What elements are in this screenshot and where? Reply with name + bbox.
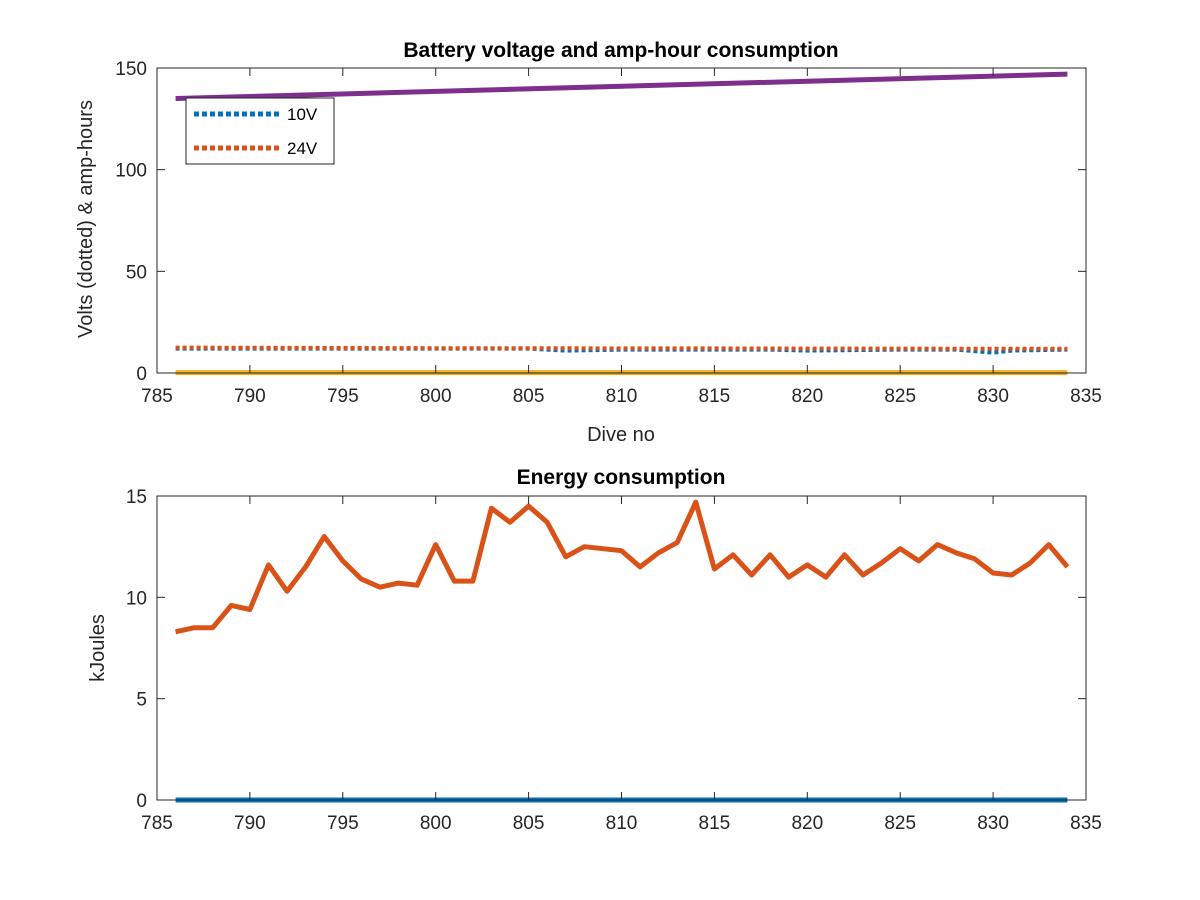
bottom-ytick-label: 10 (126, 588, 147, 609)
bottom-xtick-label: 810 (606, 813, 638, 834)
bottom-xtick-label: 815 (699, 813, 731, 834)
top-xtick-label: 800 (420, 386, 452, 407)
top-xtick-label: 810 (606, 386, 638, 407)
top-xtick-label: 815 (699, 386, 731, 407)
top-chart-title: Battery voltage and amp-hour consumption (403, 39, 838, 62)
bottom-series-0-line (175, 499, 1070, 635)
bottom-ytick-label: 0 (136, 791, 147, 812)
bottom-xtick-label: 790 (234, 813, 266, 834)
top-xtick-label: 830 (977, 386, 1009, 407)
bottom-xtick-label: 820 (791, 813, 823, 834)
legend-label-24v: 24V (287, 139, 318, 158)
top-legend: 10V 24V (185, 97, 335, 165)
legend-label-10v: 10V (287, 105, 318, 124)
bottom-xtick-label: 805 (513, 813, 545, 834)
top-xtick-label: 805 (513, 386, 545, 407)
top-ytick-label: 100 (115, 161, 147, 182)
top-series-24v-line (175, 345, 1068, 351)
top-xtick-label: 835 (1070, 386, 1102, 407)
top-xtick-label: 790 (234, 386, 266, 407)
top-xtick-label: 785 (141, 386, 173, 407)
top-chart-ylabel: Volts (dotted) & amp-hours (75, 100, 97, 338)
top-xtick-label: 825 (884, 386, 916, 407)
bottom-axes-box (156, 495, 1087, 801)
bottom-xtick-label: 830 (977, 813, 1009, 834)
bottom-xtick-label: 795 (327, 813, 359, 834)
top-ytick-label: 150 (115, 59, 147, 80)
bottom-xtick-label: 835 (1070, 813, 1102, 834)
top-xtick-label: 795 (327, 386, 359, 407)
bottom-ytick-label: 15 (126, 487, 147, 508)
bottom-chart-title: Energy consumption (517, 466, 726, 489)
top-ytick-label: 0 (136, 364, 147, 385)
bottom-ytick-label: 5 (136, 690, 147, 711)
bottom-xtick-label: 800 (420, 813, 452, 834)
bottom-xtick-label: 825 (884, 813, 916, 834)
top-chart-xlabel: Dive no (587, 424, 655, 446)
legend-box (185, 97, 335, 165)
chart-marks: 785 790 795 800 805 810 815 820 825 830 8350501001… (115, 59, 1102, 834)
bottom-chart-ylabel: kJoules (87, 614, 109, 682)
bottom-xtick-label: 785 (141, 813, 173, 834)
top-series-2-line (175, 71, 1068, 101)
top-xtick-label: 820 (791, 386, 823, 407)
top-ytick-label: 50 (126, 262, 147, 283)
